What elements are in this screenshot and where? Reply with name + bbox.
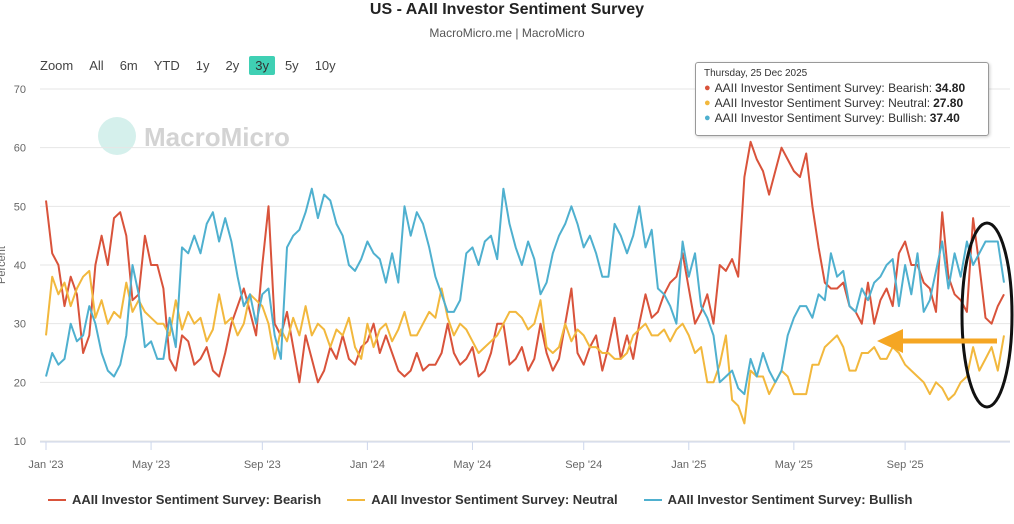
x-tick-label: Sep '24 — [565, 459, 602, 471]
tooltip-value: 27.80 — [933, 96, 964, 110]
y-axis-ticks: 10 20 30 40 50 60 70 — [14, 84, 26, 448]
tooltip-row-bearish: ● AAII Investor Sentiment Survey: Bearis… — [704, 81, 988, 96]
y-tick-label: 20 — [14, 377, 26, 389]
range-button-5y[interactable]: 5y — [284, 58, 299, 73]
gridlines — [40, 88, 1010, 443]
series-line-neutral[interactable] — [45, 269, 1005, 425]
tooltip-label: AAII Investor Sentiment Survey: Neutral: — [714, 96, 931, 110]
series-line-bullish[interactable] — [45, 187, 1005, 396]
legend-item-neutral[interactable]: AAII Investor Sentiment Survey: Neutral — [347, 492, 618, 507]
legend-item-bearish[interactable]: AAII Investor Sentiment Survey: Bearish — [48, 492, 321, 507]
legend-swatch-bullish — [643, 498, 662, 501]
tooltip-row-bullish: ● AAII Investor Sentiment Survey: Bullis… — [704, 111, 988, 126]
bullish-dot-icon: ● — [704, 112, 711, 124]
x-axis-ticks: Jan '23 May '23 Sep '23 Jan '24 May '24 Sep '… — [28, 442, 924, 471]
x-tick-label: Jan '25 — [671, 459, 706, 471]
y-tick-label: 30 — [14, 319, 26, 331]
x-tick-label: Sep '23 — [244, 459, 281, 471]
chart-subtitle: MacroMicro.me | MacroMicro — [429, 26, 585, 40]
tooltip-value: 37.40 — [929, 111, 960, 125]
annotations — [877, 221, 1014, 409]
legend-swatch-neutral — [347, 498, 366, 501]
tooltip-row-neutral: ● AAII Investor Sentiment Survey: Neutra… — [704, 96, 988, 111]
range-button-ytd[interactable]: YTD — [153, 58, 180, 73]
tooltip-label: AAII Investor Sentiment Survey: Bearish: — [714, 81, 933, 95]
watermark-text: MacroMicro — [144, 122, 290, 152]
y-tick-label: 10 — [14, 436, 26, 448]
legend-swatch-bearish — [48, 498, 66, 501]
tooltip-date: Thursday, 25 Dec 2025 — [704, 68, 808, 79]
x-tick-label: May '23 — [132, 459, 170, 471]
range-button-1y[interactable]: 1y — [195, 58, 210, 73]
y-tick-label: 50 — [14, 201, 26, 213]
series-line-bearish[interactable] — [45, 140, 1005, 384]
watermark-logo-icon — [98, 117, 136, 155]
range-button-3y[interactable]: 3y — [249, 56, 275, 75]
y-tick-label: 70 — [14, 84, 26, 96]
highlight-ellipse — [960, 221, 1014, 409]
x-tick-label: Sep '25 — [887, 459, 924, 471]
range-button-10y[interactable]: 10y — [314, 58, 336, 73]
range-selector: Zoom All 6m YTD 1y 2y 3y 5y 10y — [40, 56, 342, 75]
range-button-6m[interactable]: 6m — [119, 58, 138, 73]
range-button-all[interactable]: All — [89, 58, 104, 73]
tooltip: Thursday, 25 Dec 2025 ● AAII Investor Se… — [695, 62, 989, 136]
zoom-label: Zoom — [40, 58, 74, 73]
legend-item-bullish[interactable]: AAII Investor Sentiment Survey: Bullish — [643, 492, 913, 507]
y-tick-label: 60 — [14, 143, 26, 155]
range-button-2y[interactable]: 2y — [225, 58, 240, 73]
watermark-logo: MacroMicro — [98, 117, 290, 155]
y-tick-label: 40 — [14, 260, 26, 272]
annotation-arrow-head — [877, 329, 903, 353]
legend: AAII Investor Sentiment Survey: Bearish … — [48, 492, 912, 507]
tooltip-value: 34.80 — [935, 81, 966, 95]
neutral-dot-icon: ● — [704, 97, 711, 109]
x-tick-label: Jan '24 — [350, 459, 385, 471]
legend-label: AAII Investor Sentiment Survey: Bearish — [72, 492, 322, 507]
legend-label: AAII Investor Sentiment Survey: Neutral — [371, 492, 618, 507]
series-lines[interactable] — [45, 140, 1005, 425]
x-tick-label: May '24 — [453, 459, 491, 471]
x-tick-label: Jan '23 — [28, 459, 63, 471]
bearish-dot-icon: ● — [704, 82, 711, 94]
y-axis-label: Percent — [0, 246, 8, 284]
chart-title: US - AAII Investor Sentiment Survey — [369, 1, 645, 18]
tooltip-label: AAII Investor Sentiment Survey: Bullish: — [714, 111, 927, 125]
x-tick-label: May '25 — [775, 459, 813, 471]
legend-label: AAII Investor Sentiment Survey: Bullish — [667, 492, 913, 507]
